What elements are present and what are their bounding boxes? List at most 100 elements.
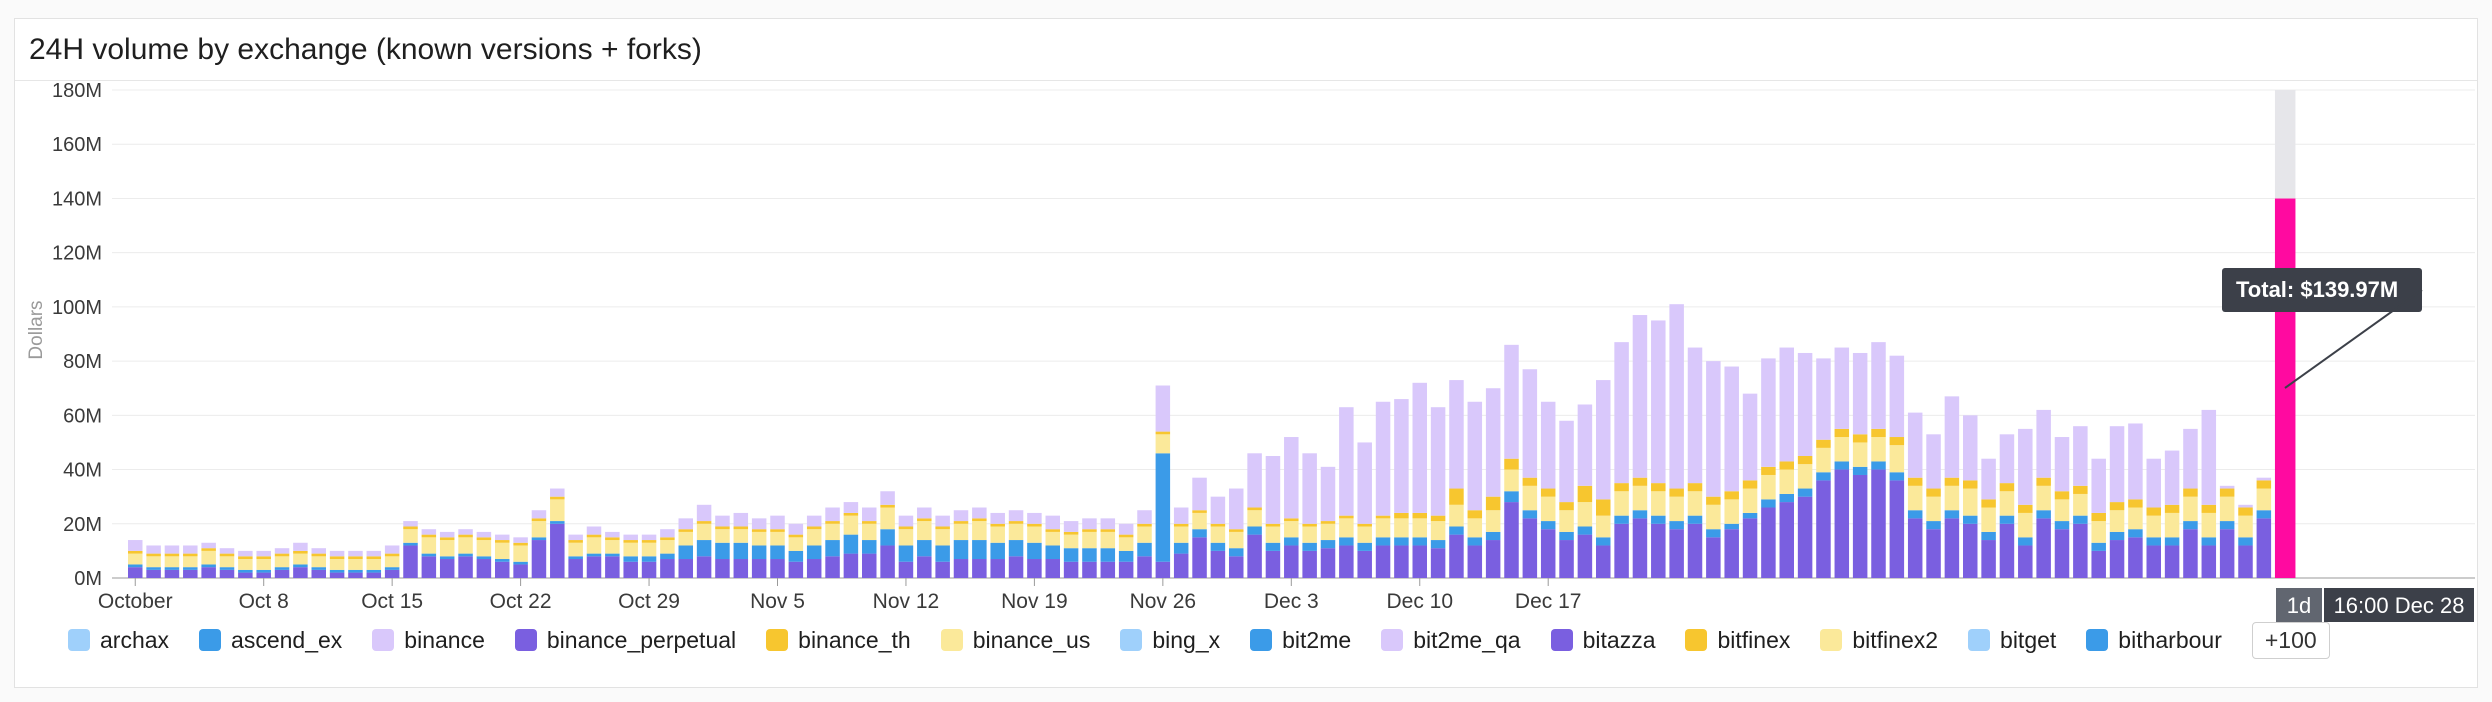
bar-segment-binance — [1944, 396, 1960, 478]
legend-label: bitazza — [1582, 626, 1656, 653]
bar-segment-binance_perpetual — [972, 559, 987, 578]
bar-segment-binance_perpetual — [403, 545, 418, 578]
bar-segment-binance — [1339, 407, 1354, 516]
bar-segment-binance_us — [953, 523, 969, 541]
bar-segment-bitfinex — [788, 534, 804, 538]
bar-segment-binance_perpetual — [586, 556, 602, 578]
bar-segment-binance_perpetual — [1706, 537, 1721, 578]
bar-segment-binance — [329, 550, 345, 557]
bar-segment-bit2me — [274, 567, 290, 570]
legend-item-archax[interactable]: archax — [68, 627, 169, 654]
bar-segment-binance_perpetual — [2201, 545, 2217, 578]
bar-segment-bitfinex — [1797, 456, 1813, 465]
bar-segment-binance_us — [641, 542, 657, 557]
bar-segment-bit2me — [733, 542, 749, 560]
bar-segment-binance_us — [1724, 499, 1739, 524]
bar-segment-binance_us — [384, 556, 400, 568]
legend-item-bitfinex2[interactable]: bitfinex2 — [1820, 627, 1938, 654]
bar-segment-binance_perpetual — [1632, 518, 1648, 578]
bar-segment-bit2me — [605, 553, 620, 557]
bar-segment-bitfinex — [880, 504, 895, 508]
bar-segment-binance_us — [1614, 491, 1629, 516]
bar-segment-bitfinex — [2128, 499, 2143, 508]
bar-segment-bitfinex — [2073, 485, 2088, 494]
legend-item-binance_th[interactable]: binance_th — [766, 627, 911, 654]
bar-segment-binance_us — [1981, 507, 1996, 532]
bar-segment-binance_perpetual — [531, 540, 547, 578]
bar-segment-binance_us — [238, 559, 253, 570]
bar-segment-bitfinex — [1302, 523, 1317, 527]
bar-segment-bitfinex — [2109, 502, 2125, 511]
bar-segment-bitfinex — [862, 521, 877, 524]
bar-segment-binance — [366, 550, 382, 557]
bar-segment-bit2me — [990, 542, 1005, 560]
bar-segment-binance — [1210, 496, 1226, 524]
bar-segment-binance_perpetual — [715, 559, 730, 578]
bar-segment-binance_perpetual — [751, 559, 767, 578]
bar-segment-bit2me — [1540, 521, 1556, 530]
bar-segment-binance — [1412, 382, 1427, 513]
legend-item-bitfinex[interactable]: bitfinex — [1685, 627, 1790, 654]
y-tick-label: 40M — [63, 460, 102, 482]
bar-segment-binance — [678, 518, 693, 530]
bar-segment-binance — [2054, 437, 2070, 492]
bar-segment-binance_us — [1008, 523, 1024, 541]
legend-item-binance_perpetual[interactable]: binance_perpetual — [514, 627, 736, 654]
bar-segment-bit2me — [1706, 529, 1721, 538]
bar-segment-binance_us — [531, 521, 547, 538]
bar-segment-binance_perpetual — [1963, 523, 1978, 578]
legend-item-bit2me[interactable]: bit2me — [1250, 627, 1351, 654]
bar-segment-binance — [1651, 320, 1666, 484]
bar-segment-bitfinex — [1742, 480, 1758, 489]
bar-segment-bit2me — [439, 556, 455, 560]
bar-segment-binance — [495, 534, 510, 541]
bar-segment-bit2me — [1412, 537, 1427, 546]
bar-segment-binance_perpetual — [1889, 480, 1905, 578]
chart-title: 24H volume by exchange (known versions +… — [29, 33, 702, 66]
bar-segment-binance_us — [1889, 445, 1905, 473]
bar-segment-binance — [128, 540, 143, 551]
bar-segment-bit2me — [1357, 542, 1372, 551]
bar-segment-binance — [1155, 385, 1171, 432]
bar-segment-binance — [1485, 388, 1501, 497]
bar-segment-bit2me — [348, 569, 363, 573]
bar-segment-bitfinex — [1944, 477, 1960, 486]
legend-item-binance_us[interactable]: binance_us — [940, 627, 1090, 654]
bar-segment-bit2me — [1082, 548, 1097, 562]
legend-item-bitharbour[interactable]: bitharbour — [2086, 627, 2222, 654]
legend-item-bitazza[interactable]: bitazza — [1550, 626, 1656, 654]
bar-segment-bit2me — [1430, 540, 1446, 549]
x-tick-label: Dec 10 — [1386, 590, 1453, 613]
legend-item-binance[interactable]: binance — [372, 627, 485, 654]
bar-segment-binance — [1614, 342, 1629, 484]
bar-segment-binance — [1284, 437, 1299, 519]
legend-item-ascend_ex[interactable]: ascend_ex — [199, 627, 342, 654]
bar-segment-binance_us — [164, 556, 180, 568]
bar-segment-bit2me — [238, 569, 253, 573]
bar-segment-binance_us — [1852, 442, 1868, 467]
legend-more-button[interactable]: +100 — [2251, 621, 2330, 659]
bar-segment-bitfinex — [1265, 523, 1281, 527]
bar-segment-binance_perpetual — [2183, 529, 2198, 578]
bar-segment-binance_perpetual — [1449, 534, 1464, 578]
legend-label: bit2me — [1282, 626, 1352, 653]
bar-segment-binance — [1504, 344, 1519, 459]
legend-label: bitget — [2000, 626, 2057, 653]
legend-item-bing_x[interactable]: bing_x — [1120, 627, 1220, 654]
legend-item-bitget[interactable]: bitget — [1968, 627, 2056, 654]
bar-segment-binance_perpetual — [1559, 540, 1574, 578]
legend-label: binance — [404, 626, 485, 653]
bar-segment-binance_perpetual — [2238, 545, 2253, 578]
bar-segment-bitfinex — [1889, 437, 1905, 446]
bar-segment-binance_perpetual — [329, 572, 345, 578]
legend-item-bit2me_qa[interactable]: bit2me_qa — [1381, 627, 1521, 654]
bar-segment-bit2me — [1063, 548, 1079, 562]
bar-segment-binance_us — [1706, 504, 1721, 530]
bar-segment-bitfinex — [1926, 488, 1941, 497]
legend-label: archax — [100, 626, 170, 653]
bar-segment-binance_us — [2219, 496, 2235, 522]
bar-segment-binance — [1907, 412, 1923, 478]
bar-segment-bit2me — [421, 553, 437, 557]
bar-segment-binance — [1742, 393, 1758, 481]
